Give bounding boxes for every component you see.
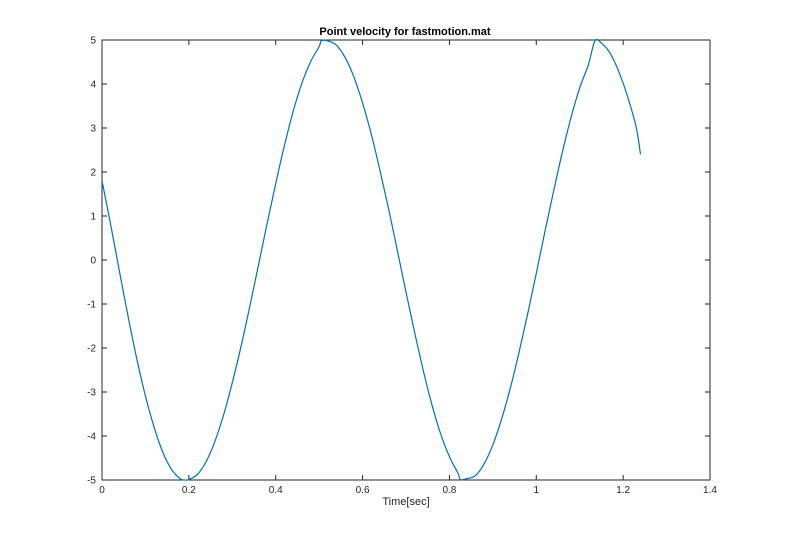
x-tick-label: 0.8: [442, 485, 456, 496]
chart-title: Point velocity for fastmotion.mat: [319, 26, 490, 38]
y-tick-label: 4: [90, 80, 96, 91]
x-tick-label: 1.2: [616, 485, 630, 496]
y-tick-label: 5: [90, 36, 96, 47]
x-tick-label: 0.4: [269, 485, 283, 496]
y-tick-label: 1: [90, 212, 96, 223]
y-tick-label: -5: [87, 476, 96, 487]
x-tick-label: 0.2: [182, 485, 196, 496]
series-layer: [101, 38, 642, 481]
x-tick-label: 1: [534, 485, 540, 496]
velocity-series-line: [101, 38, 642, 481]
y-tick-label: -1: [87, 300, 96, 311]
y-tick-label: -2: [87, 344, 96, 355]
x-axis-label: Time[sec]: [382, 496, 429, 508]
x-tick-label: 0.6: [356, 485, 370, 496]
y-tick-label: -3: [87, 388, 96, 399]
x-tick-label: 0: [99, 485, 105, 496]
y-tick-label: -4: [87, 432, 96, 443]
y-tick-label: 2: [90, 168, 96, 179]
plot-area: [101, 39, 711, 481]
x-axis: 0 0.2 0.4 0.6 0.8 1 1.2 1.4: [99, 40, 717, 496]
x-tick-label: 1.4: [703, 485, 717, 496]
y-tick-label: 0: [90, 256, 96, 267]
y-axis: -5 -4 -3 -2 -1 0 1 2 3 4 5: [87, 36, 710, 487]
y-tick-label: 3: [90, 124, 96, 135]
